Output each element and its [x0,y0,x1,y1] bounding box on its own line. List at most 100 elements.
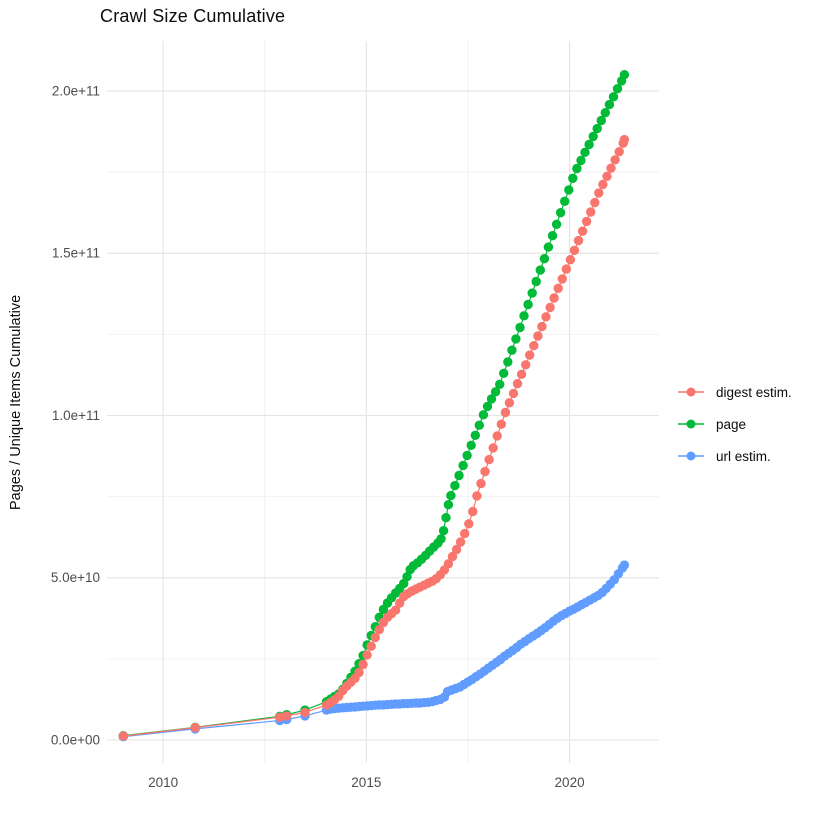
data-point [553,283,563,293]
y-tick-label: 1.5e+11 [52,246,100,261]
data-point [519,311,529,321]
data-point [594,188,604,198]
legend-key-icon [678,387,704,397]
x-tick-label: 2015 [351,775,381,790]
data-point [438,526,449,536]
data-point [584,139,594,150]
legend-label-page: page [716,416,747,432]
data-point [568,173,578,183]
data-point [543,242,554,252]
data-point [531,276,541,287]
data-point [441,513,451,523]
series-page [118,70,630,741]
data-point [596,115,606,126]
data-point [545,302,555,313]
data-point [490,387,501,397]
data-point [484,454,494,465]
data-point [443,559,454,569]
data-point [580,147,590,157]
data-point [300,707,310,718]
legend-item-page: page [676,416,792,432]
data-point [496,419,506,429]
data-point [576,155,586,166]
data-point [282,711,292,721]
data-point [541,312,551,322]
data-point [476,478,486,489]
data-point [512,379,523,389]
legend: digest estim. page url estim. [676,384,792,480]
data-point [598,179,608,190]
data-point [390,605,401,615]
data-point [507,345,517,355]
data-point [604,99,615,110]
legend-item-digest-estim: digest estim. [676,384,792,400]
data-point [535,265,545,275]
data-point [460,528,470,539]
data-point [590,197,600,208]
data-point [581,216,592,227]
data-point [443,500,454,510]
data-point [508,388,519,399]
data-point [572,163,582,174]
data-point [557,274,567,284]
data-point [602,171,612,181]
data-point [504,398,515,408]
data-point [492,431,502,441]
legend-item-url-estim: url estim. [676,448,792,464]
data-point [511,334,521,344]
x-tick-label: 2020 [555,775,585,790]
data-point [565,255,576,265]
data-point [533,331,543,341]
data-point [588,131,598,142]
data-point [619,70,630,80]
series-digest-estim [118,134,630,741]
data-point [549,293,559,303]
data-point [619,134,630,145]
data-point [573,235,584,246]
data-point [190,722,200,733]
data-point [451,544,462,555]
data-point [450,480,460,491]
data-point [470,430,480,440]
data-point [564,185,574,195]
legend-label-digest-estim: digest estim. [716,384,792,400]
data-point [561,264,571,274]
data-point [547,231,558,241]
legend-key-icon [678,451,704,461]
data-point [577,226,588,236]
data-point [608,92,619,102]
data-point [486,394,497,404]
data-point [455,537,466,547]
data-point [464,519,474,529]
data-point [488,443,498,453]
data-point [569,245,580,255]
data-point [362,650,372,660]
data-point [606,163,616,173]
data-point [586,207,596,217]
data-point [523,299,533,310]
data-point [447,551,458,562]
data-point [374,624,384,635]
data-point [525,350,535,360]
data-point [537,321,547,332]
data-point [366,641,376,651]
data-point [600,108,610,118]
data-point [499,368,509,378]
series-line [123,564,625,738]
data-point [436,534,446,544]
data-point [468,506,478,517]
data-point [482,401,493,412]
y-axis-title: Pages / Unique Items Cumulative [8,294,24,510]
data-point [358,659,368,670]
y-tick-label: 1.0e+11 [52,408,100,423]
y-tick-label: 0.0e+00 [51,732,100,747]
data-point [614,147,624,157]
data-point [610,155,620,165]
data-point [478,410,489,420]
data-point [466,440,476,450]
chart-title: Crawl Size Cumulative [100,6,286,26]
y-tick-label: 2.0e+11 [52,83,100,98]
data-point [521,360,531,370]
